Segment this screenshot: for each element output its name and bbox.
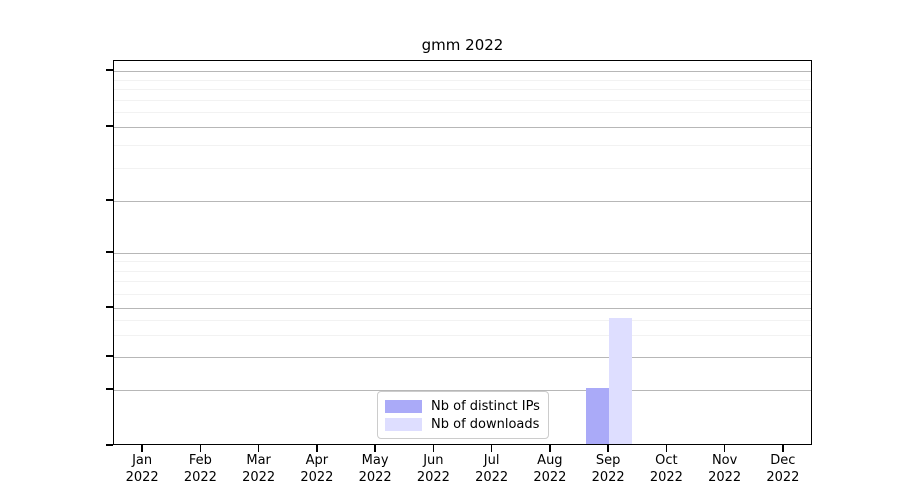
x-tick-label-line-1: 2022 (591, 470, 625, 485)
x-tick-label-line-0: Oct (655, 453, 678, 468)
plot-area (113, 60, 812, 445)
x-tick-label-11: Dec 2022 (743, 452, 823, 486)
gridline-major-50 (114, 127, 811, 128)
chart-legend: Nb of distinct IPs Nb of downloads (377, 391, 549, 439)
gridline-minor-30 (114, 168, 811, 170)
x-tick-label-line-0: Jun (423, 453, 444, 468)
legend-swatch-0 (385, 399, 422, 413)
x-tick-label-line-1: 2022 (183, 470, 217, 485)
gridline-minor-8 (114, 270, 811, 272)
x-tick-label-0: Jan 2022 (102, 452, 182, 486)
legend-swatch-1 (385, 417, 422, 431)
gridline-minor-9 (114, 261, 811, 263)
x-tick-label-4: May 2022 (335, 452, 415, 486)
legend-item-0: Nb of distinct IPs (385, 397, 540, 415)
x-tick-label-line-1: 2022 (358, 470, 392, 485)
gridline-major-1 (114, 390, 811, 391)
legend-label-1: Nb of downloads (431, 416, 540, 432)
x-tick-label-8: Sep 2022 (568, 452, 648, 486)
gridline-minor-4 (114, 319, 811, 321)
x-tick-label-line-0: Dec (770, 453, 796, 468)
gridline-minor-90 (114, 79, 811, 81)
gridline-major-5 (114, 308, 811, 309)
x-tick-mark-0 (141, 445, 143, 452)
gridline-minor-40 (114, 145, 811, 147)
bar-series-1-sep-2022 (609, 317, 633, 444)
x-tick-label-line-0: Sep (595, 453, 621, 468)
x-tick-mark-2 (257, 445, 260, 452)
x-tick-label-3: Apr 2022 (277, 452, 357, 486)
bar-series-0-sep-2022 (586, 388, 610, 444)
y-tick-mark-20 (106, 199, 113, 201)
gridline-major-100 (114, 71, 811, 72)
legend-item-1: Nb of downloads (385, 415, 540, 433)
x-tick-mark-7 (549, 445, 551, 452)
x-tick-label-10: Nov 2022 (685, 452, 765, 486)
y-tick-mark-100 (106, 69, 113, 71)
legend-label-0: Nb of distinct IPs (431, 398, 540, 414)
gridline-minor-7 (114, 281, 811, 283)
x-tick-mark-3 (316, 445, 318, 452)
x-tick-label-line-1: 2022 (533, 470, 567, 485)
x-tick-label-line-0: Aug (537, 453, 563, 468)
y-tick-mark-2 (106, 355, 113, 357)
x-tick-label-2: Mar 2022 (219, 452, 299, 486)
gridlines (114, 61, 811, 444)
x-tick-label-line-1: 2022 (475, 470, 509, 485)
gridline-major-10 (114, 253, 811, 254)
x-tick-label-line-1: 2022 (766, 470, 800, 485)
gridline-minor-80 (114, 89, 811, 91)
x-tick-mark-9 (665, 445, 668, 452)
gridline-minor-3 (114, 335, 811, 337)
x-tick-mark-6 (490, 445, 493, 452)
x-tick-label-line-0: Feb (188, 453, 212, 468)
x-tick-label-line-0: Nov (711, 453, 738, 468)
x-tick-mark-4 (374, 445, 376, 452)
y-tick-mark-1 (106, 388, 113, 390)
y-tick-mark-5 (106, 306, 113, 308)
gridline-minor-6 (114, 293, 811, 295)
x-tick-mark-11 (782, 445, 784, 452)
gridline-minor-60 (114, 112, 811, 114)
x-tick-label-7: Aug 2022 (510, 452, 590, 486)
y-tick-mark-0 (106, 444, 113, 446)
x-tick-label-5: Jun 2022 (393, 452, 473, 486)
x-tick-label-line-1: 2022 (125, 470, 159, 485)
chart-title: gmm 2022 (421, 36, 504, 54)
y-tick-mark-10 (106, 251, 113, 253)
x-tick-label-line-0: Jul (483, 453, 500, 468)
x-tick-mark-8 (607, 445, 609, 452)
x-tick-label-line-1: 2022 (242, 470, 276, 485)
x-tick-label-line-1: 2022 (708, 470, 742, 485)
gridline-minor-70 (114, 99, 811, 101)
y-axis: 0125102050100 (0, 0, 113, 500)
x-tick-label-1: Feb 2022 (160, 452, 240, 486)
x-tick-label-line-0: Jan (132, 453, 153, 468)
x-tick-label-line-0: May (361, 453, 389, 468)
x-tick-mark-5 (432, 445, 435, 452)
x-tick-label-6: Jul 2022 (452, 452, 532, 486)
gridline-major-2 (114, 357, 811, 358)
x-tick-label-line-1: 2022 (300, 470, 334, 485)
x-tick-label-9: Oct 2022 (626, 452, 706, 486)
y-tick-mark-50 (106, 125, 113, 127)
x-tick-label-line-0: Apr (305, 453, 329, 468)
gridline-major-20 (114, 201, 811, 202)
bars-layer (114, 61, 811, 444)
x-tick-mark-1 (199, 445, 202, 452)
x-tick-label-line-0: Mar (246, 453, 271, 468)
x-tick-mark-10 (723, 445, 726, 452)
x-tick-label-line-1: 2022 (416, 470, 450, 485)
x-tick-label-line-1: 2022 (649, 470, 683, 485)
